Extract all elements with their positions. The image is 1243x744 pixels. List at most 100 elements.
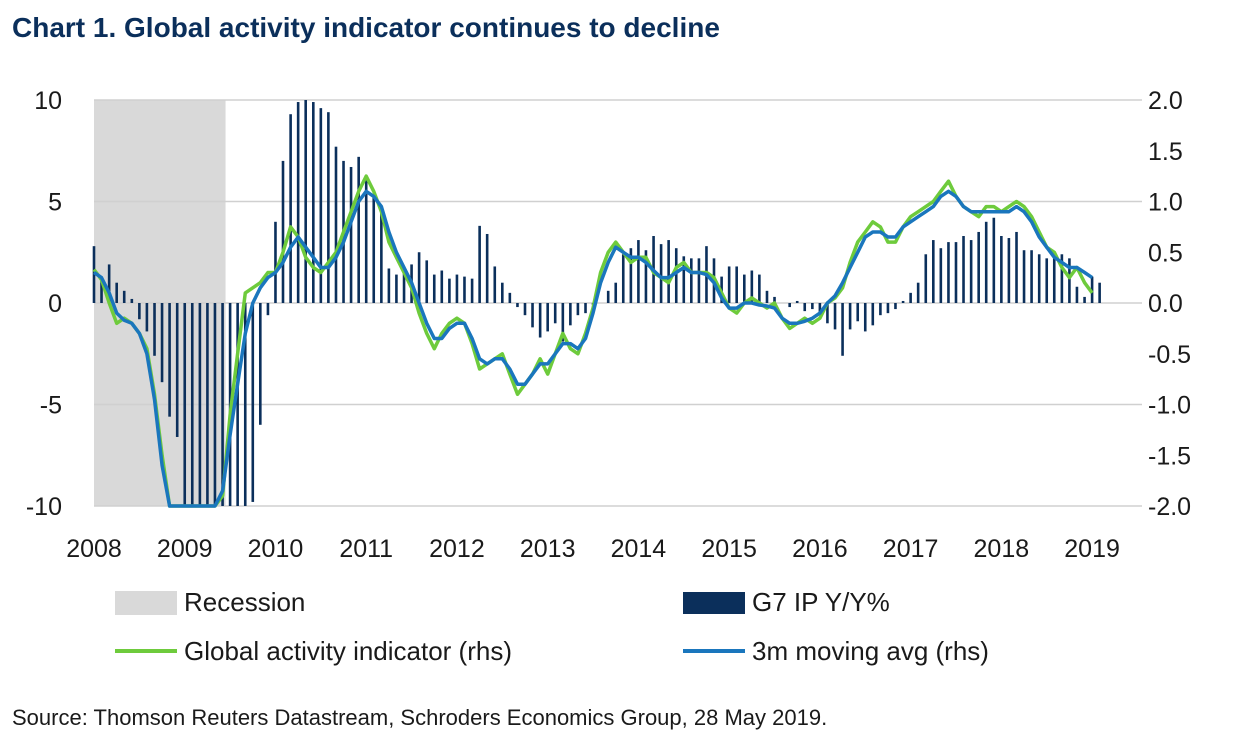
- bar: [1060, 254, 1064, 303]
- bar: [916, 282, 920, 303]
- x-tick-label: 2011: [339, 535, 393, 563]
- bar: [1000, 236, 1003, 303]
- bar: [803, 303, 807, 312]
- bar: [1045, 258, 1049, 303]
- bar: [327, 112, 330, 304]
- bar: [236, 303, 239, 506]
- bar: [629, 248, 633, 303]
- bar: [1007, 238, 1011, 303]
- bar: [735, 266, 738, 303]
- bar: [349, 166, 353, 303]
- bar: [576, 303, 580, 316]
- bar: [190, 303, 194, 506]
- bar: [122, 290, 126, 303]
- bar: [296, 102, 300, 303]
- axis-labels: 10 5 0 -5 -10 2.0 1.5 1.0 0.5 0.0 -0.5 -1.0 -1.5 -2.0…: [26, 87, 1191, 563]
- bar: [478, 225, 481, 303]
- bar: [395, 274, 398, 303]
- y-left-tick-label: -10: [26, 493, 62, 521]
- y-left-tick-label: 0: [48, 290, 62, 318]
- bar: [107, 264, 111, 303]
- bar: [818, 303, 822, 316]
- bar: [319, 108, 323, 304]
- y-right-tick-label: 1.5: [1148, 138, 1183, 166]
- chart-title: Chart 1. Global activity indicator conti…: [12, 12, 720, 43]
- bar: [508, 292, 512, 303]
- bar: [727, 266, 731, 303]
- bar: [115, 282, 118, 303]
- bar: [773, 296, 776, 303]
- bar: [841, 303, 844, 356]
- bar: [493, 266, 497, 303]
- bar: [1083, 296, 1086, 303]
- bar: [153, 303, 156, 356]
- bar: [879, 303, 882, 316]
- line-series-layer: [92, 174, 1094, 508]
- chart: 10 5 0 -5 -10 2.0 1.5 1.0 0.5 0.0 -0.5 -1.0 -1.5 -2.0…: [26, 87, 1191, 666]
- bar: [221, 303, 224, 506]
- bar: [440, 270, 444, 303]
- bar: [697, 258, 701, 303]
- bar: [206, 303, 209, 506]
- bar: [826, 303, 829, 324]
- x-tick-label: 2009: [157, 535, 213, 563]
- x-tick-label: 2019: [1064, 535, 1120, 563]
- y-right-tick-label: 0.5: [1148, 239, 1183, 267]
- bar: [1068, 258, 1071, 303]
- bar: [1015, 231, 1018, 303]
- bar: [795, 300, 799, 303]
- bar: [690, 258, 693, 303]
- bar: [516, 303, 519, 308]
- bar: [848, 303, 852, 330]
- bar: [659, 244, 663, 303]
- bar: [312, 102, 315, 303]
- y-left-tick-label: 10: [34, 87, 62, 115]
- bar: [932, 240, 935, 303]
- bar: [969, 240, 973, 303]
- gridlines: [94, 99, 1142, 507]
- bar: [637, 240, 640, 303]
- bar: [743, 274, 746, 303]
- bar: [501, 282, 504, 303]
- bar: [455, 274, 459, 303]
- bar: [402, 270, 406, 303]
- bar: [1022, 250, 1026, 303]
- x-tick-label: 2016: [792, 535, 848, 563]
- bar: [531, 303, 534, 328]
- bar: [417, 252, 421, 303]
- bar: [886, 303, 890, 314]
- bar: [750, 270, 754, 303]
- bar: [470, 278, 474, 303]
- y-right-tick-label: 0.0: [1148, 290, 1183, 318]
- legend-label-avg: 3m moving avg (rhs): [752, 636, 989, 666]
- bar: [569, 303, 572, 326]
- bar: [856, 303, 860, 322]
- bar: [160, 303, 164, 383]
- bar: [984, 221, 988, 303]
- bar: [682, 256, 686, 303]
- bar: [1037, 254, 1041, 303]
- bar: [667, 240, 670, 303]
- legend-swatch-recession: [115, 591, 177, 615]
- bar: [281, 160, 285, 303]
- bar: [863, 303, 867, 332]
- bar: [954, 242, 958, 303]
- y-right-tick-label: 1.0: [1148, 189, 1183, 217]
- legend: Recession G7 IP Y/Y% Global activity indic…: [115, 587, 989, 666]
- bar: [1098, 282, 1101, 303]
- bar: [553, 303, 557, 324]
- bar: [485, 233, 489, 303]
- bar: [243, 303, 247, 506]
- bar: [145, 303, 149, 332]
- bar: [894, 303, 897, 310]
- bar: [901, 300, 905, 303]
- bar: [644, 250, 648, 303]
- bar: [992, 217, 996, 303]
- bar: [909, 292, 912, 303]
- x-tick-label: 2008: [66, 535, 122, 563]
- bar: [765, 290, 769, 303]
- bar: [100, 276, 103, 303]
- y-right-tick-label: -1.0: [1148, 392, 1191, 420]
- y-left-tick-label: -5: [40, 392, 62, 420]
- bar: [1075, 286, 1079, 303]
